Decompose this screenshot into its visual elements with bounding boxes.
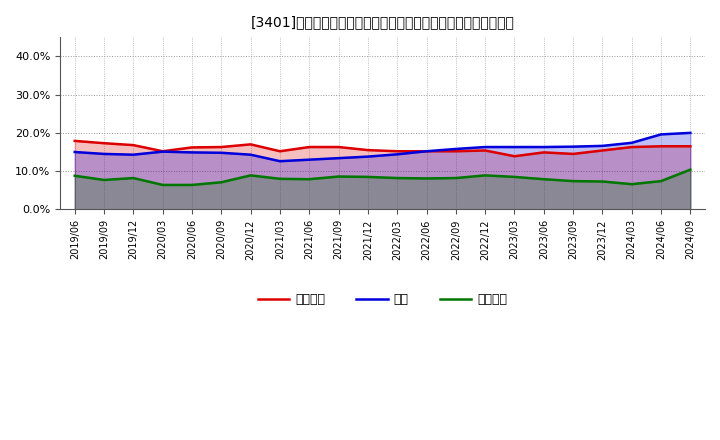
買入債務 bbox=[217, 180, 225, 185]
買入債務 bbox=[100, 177, 109, 183]
買入債務 bbox=[305, 176, 314, 182]
買入債務 bbox=[246, 173, 255, 178]
在庫 bbox=[451, 147, 460, 152]
売上債権 bbox=[217, 144, 225, 150]
売上債権 bbox=[569, 151, 577, 157]
Legend: 売上債権, 在庫, 買入債務: 売上債権, 在庫, 買入債務 bbox=[253, 288, 513, 311]
売上債権 bbox=[129, 143, 138, 148]
買入債務 bbox=[158, 182, 167, 187]
買入債務 bbox=[481, 173, 490, 178]
在庫 bbox=[598, 143, 607, 149]
在庫 bbox=[510, 144, 519, 150]
買入債務 bbox=[364, 174, 372, 180]
売上債権 bbox=[598, 148, 607, 153]
在庫 bbox=[100, 151, 109, 157]
在庫 bbox=[481, 144, 490, 150]
売上債権 bbox=[276, 149, 284, 154]
在庫 bbox=[686, 130, 695, 136]
在庫 bbox=[539, 144, 548, 150]
売上債権 bbox=[510, 154, 519, 159]
売上債権 bbox=[451, 149, 460, 154]
在庫 bbox=[657, 132, 665, 137]
売上債権 bbox=[539, 150, 548, 155]
売上債権 bbox=[422, 149, 431, 154]
売上債権 bbox=[305, 144, 314, 150]
買入債務 bbox=[569, 179, 577, 184]
買入債務 bbox=[71, 173, 79, 178]
在庫 bbox=[393, 152, 402, 157]
売上債権 bbox=[627, 144, 636, 150]
売上債権 bbox=[188, 145, 197, 150]
売上債権 bbox=[334, 144, 343, 150]
売上債権 bbox=[657, 143, 665, 149]
売上債権 bbox=[364, 147, 372, 153]
売上債権 bbox=[686, 143, 695, 149]
Line: 売上債権: 売上債権 bbox=[75, 141, 690, 156]
買入債務 bbox=[686, 167, 695, 172]
在庫 bbox=[627, 140, 636, 146]
売上債権 bbox=[100, 140, 109, 146]
買入債務 bbox=[422, 176, 431, 181]
売上債権 bbox=[393, 149, 402, 154]
買入債務 bbox=[129, 176, 138, 181]
売上債権 bbox=[246, 142, 255, 147]
買入債務 bbox=[393, 176, 402, 181]
在庫 bbox=[246, 152, 255, 158]
在庫 bbox=[129, 152, 138, 158]
売上債権 bbox=[481, 148, 490, 153]
Line: 在庫: 在庫 bbox=[75, 133, 690, 161]
買入債務 bbox=[539, 176, 548, 182]
買入債務 bbox=[334, 174, 343, 179]
買入債務 bbox=[598, 179, 607, 184]
在庫 bbox=[305, 157, 314, 162]
在庫 bbox=[188, 150, 197, 155]
売上債権 bbox=[71, 138, 79, 143]
在庫 bbox=[569, 144, 577, 149]
在庫 bbox=[217, 150, 225, 155]
買入債務 bbox=[510, 174, 519, 180]
買入債務 bbox=[276, 176, 284, 181]
在庫 bbox=[334, 155, 343, 161]
売上債権 bbox=[158, 149, 167, 154]
在庫 bbox=[71, 149, 79, 154]
在庫 bbox=[276, 158, 284, 164]
買入債務 bbox=[657, 179, 665, 184]
Title: [3401]　売上債権、在庫、買入債務の総資産に対する比率の推移: [3401] 売上債権、在庫、買入債務の総資産に対する比率の推移 bbox=[251, 15, 515, 29]
買入債務 bbox=[627, 182, 636, 187]
Line: 買入債務: 買入債務 bbox=[75, 170, 690, 185]
買入債務 bbox=[451, 176, 460, 181]
在庫 bbox=[158, 149, 167, 154]
在庫 bbox=[364, 154, 372, 159]
買入債務 bbox=[188, 182, 197, 187]
在庫 bbox=[422, 149, 431, 154]
